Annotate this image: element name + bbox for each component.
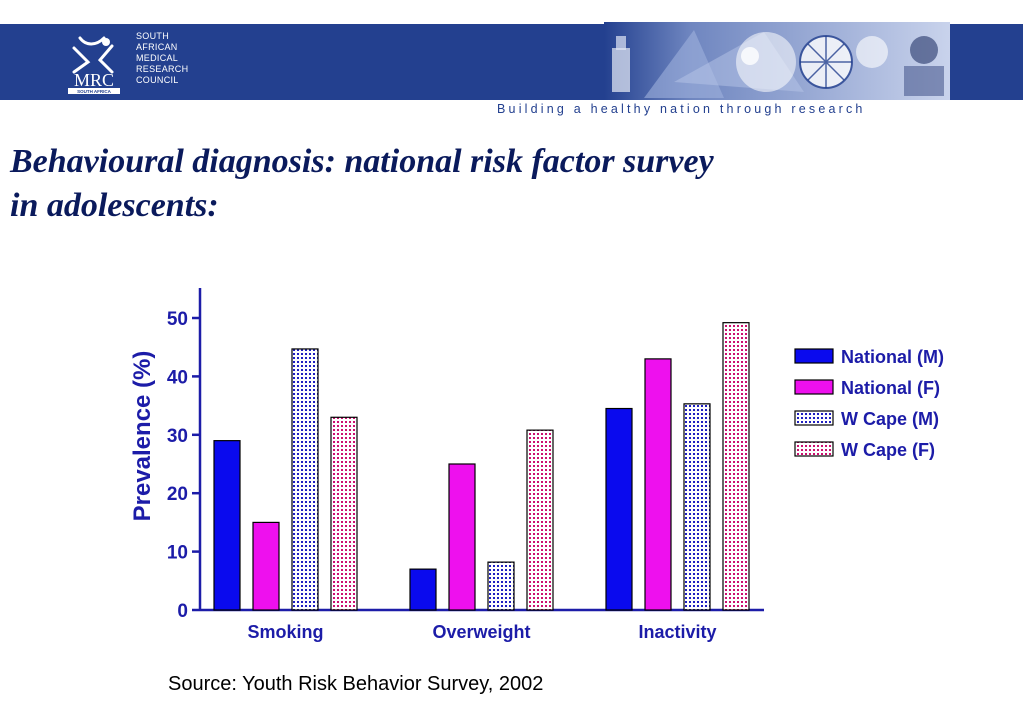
y-tick-label: 20 <box>167 484 188 505</box>
legend-label: National (F) <box>841 378 940 398</box>
y-tick-label: 30 <box>167 426 188 447</box>
legend-label: W Cape (M) <box>841 409 939 429</box>
y-tick-label: 50 <box>167 309 188 330</box>
legend-swatch <box>794 410 834 426</box>
legend-label: W Cape (F) <box>841 440 935 460</box>
slide-title: Behavioural diagnosis: national risk fac… <box>10 140 990 228</box>
bar-national-m-overweight <box>409 568 437 611</box>
legend-swatch <box>794 441 834 457</box>
org-line: SOUTH <box>136 31 169 41</box>
y-tick-label: 40 <box>167 367 188 388</box>
x-tick-label: Inactivity <box>638 622 716 642</box>
org-line: RESEARCH <box>136 64 189 74</box>
bar-national-f-smoking <box>252 521 280 611</box>
y-tick-label: 0 <box>177 601 188 622</box>
bar-w-cape-m-overweight <box>487 561 515 611</box>
legend-label: National (M) <box>841 347 944 367</box>
organisation-name: SOUTH AFRICAN MEDICAL RESEARCH COUNCIL <box>136 31 188 86</box>
header-photo-collage <box>604 22 950 100</box>
org-line: COUNCIL <box>136 75 179 85</box>
bar-national-f-inactivity <box>644 358 672 611</box>
y-axis-label: Prevalence (%) <box>129 351 156 522</box>
x-tick-label: Overweight <box>432 622 530 642</box>
bar-national-f-overweight <box>448 463 476 611</box>
org-line: AFRICAN <box>136 42 178 52</box>
tagline: Building a healthy nation through resear… <box>497 102 866 116</box>
bar-w-cape-f-overweight <box>526 429 554 611</box>
bar-national-m-inactivity <box>605 407 633 611</box>
logo-text: MRC <box>74 70 114 90</box>
mrc-logo: MRC SOUTH AFRICA <box>68 36 120 94</box>
org-line: MEDICAL <box>136 53 179 63</box>
legend-swatch <box>794 379 834 395</box>
logo-subtext: SOUTH AFRICA <box>77 89 112 94</box>
bar-w-cape-m-inactivity <box>683 403 711 611</box>
slide-title-line-1: Behavioural diagnosis: national risk fac… <box>10 143 714 180</box>
x-tick-label: Smoking <box>247 622 323 642</box>
bar-w-cape-m-smoking <box>291 348 319 611</box>
y-tick-label: 10 <box>167 543 188 564</box>
bar-w-cape-f-inactivity <box>722 322 750 611</box>
slide-title-line-2: in adolescents: <box>10 187 219 224</box>
bar-national-m-smoking <box>213 440 241 611</box>
bar-w-cape-f-smoking <box>330 416 358 611</box>
legend-swatch <box>794 348 834 364</box>
source-note: Source: Youth Risk Behavior Survey, 2002 <box>168 673 544 695</box>
